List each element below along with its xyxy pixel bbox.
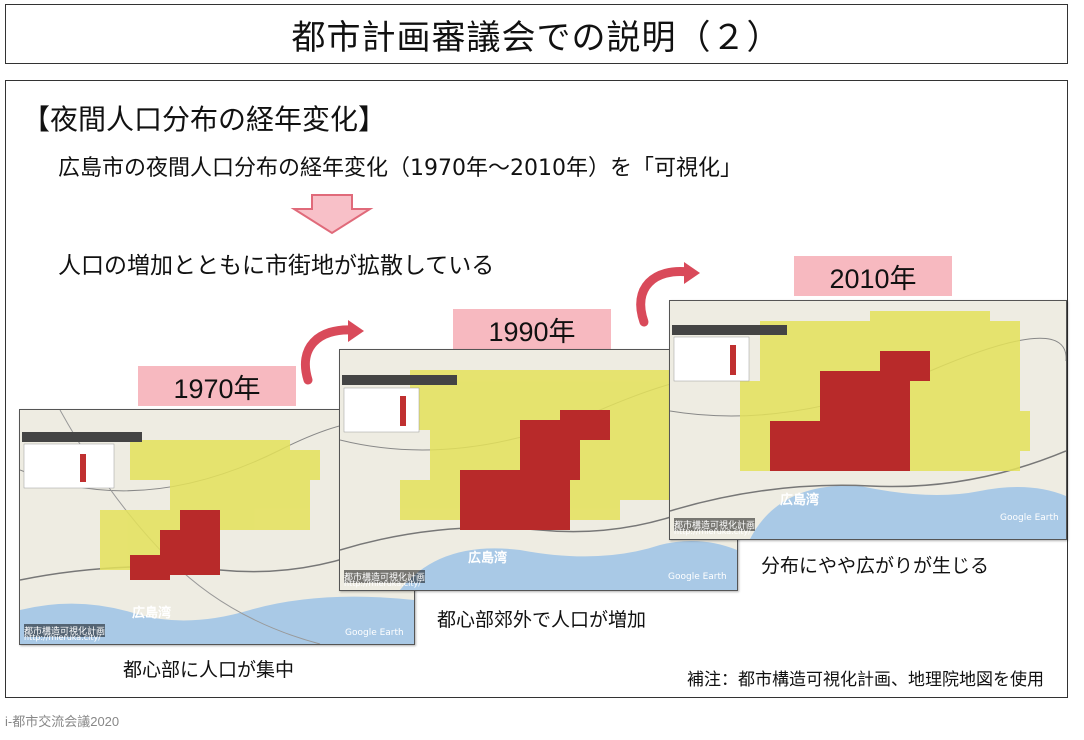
google-earth-label: Google Earth (1000, 513, 1059, 523)
watermark: 都市構造可視化計画 (344, 570, 426, 583)
caption-2010: 分布にやや広がりが生じる (761, 555, 990, 577)
url-label: http://mieruka.city/ (674, 527, 751, 536)
year-label-1970: 1970年 (138, 366, 296, 406)
page-title: 都市計画審議会での説明（２） (5, 4, 1068, 64)
google-earth-label: Google Earth (668, 572, 727, 582)
curved-arrow-icon (636, 262, 700, 327)
population-map-2010: 広島湾 都市構造可視化計画 http://mieruka.city/ Googl… (669, 300, 1067, 540)
down-arrow-icon (290, 194, 374, 235)
caption-1970: 都心部に人口が集中 (123, 659, 295, 681)
content-panel (5, 80, 1068, 698)
curved-arrow-icon (300, 320, 364, 385)
bay-label: 広島湾 (132, 606, 172, 621)
bay-label: 広島湾 (780, 493, 820, 508)
google-earth-label: Google Earth (345, 628, 404, 638)
url-label: http://mieruka.city/ (344, 579, 421, 588)
caption-1990: 都心部郊外で人口が増加 (437, 609, 647, 631)
footer-text: i-都市交流会議2020 (5, 714, 120, 729)
source-note: 補注：都市構造可視化計画、地理院地図を使用 (687, 670, 1044, 690)
bay-label: 広島湾 (468, 551, 508, 566)
result-text: 人口の増加とともに市街地が拡散している (58, 253, 495, 279)
watermark: 都市構造可視化計画 (674, 518, 756, 531)
watermark: 都市構造可視化計画 (24, 624, 106, 637)
url-label: http://mieruka.city/ (24, 633, 101, 642)
description-text: 広島市の夜間人口分布の経年変化（1970年～2010年）を「可視化」 (58, 156, 742, 181)
year-label-1990: 1990年 (453, 309, 611, 349)
section-heading: 【夜間人口分布の経年変化】 (22, 103, 387, 136)
year-label-2010: 2010年 (794, 256, 952, 296)
